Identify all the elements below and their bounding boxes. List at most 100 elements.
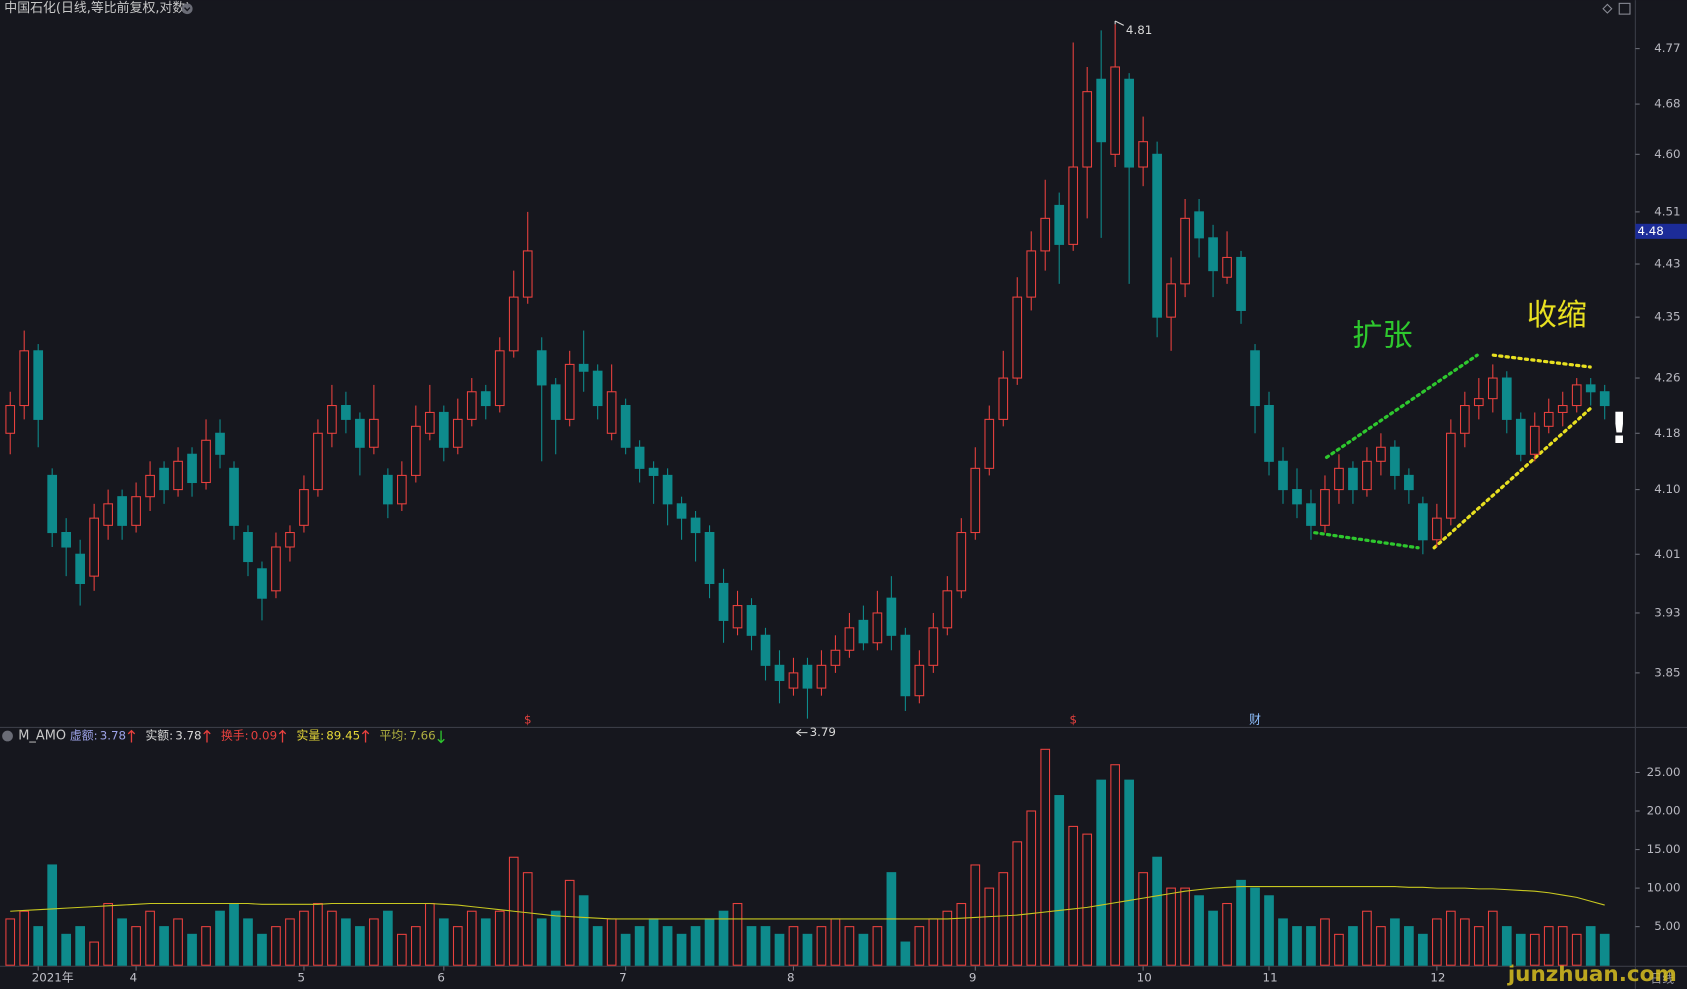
- volume-bar: [480, 918, 491, 966]
- candle-body: [816, 664, 827, 689]
- volume-bar: [383, 910, 393, 966]
- volume-bar: [1040, 748, 1051, 966]
- candle-body: [271, 546, 281, 592]
- legend-value: 3.78: [175, 729, 201, 743]
- tool-icon[interactable]: [1618, 2, 1631, 15]
- candle-body: [313, 432, 323, 491]
- period-label: 日线: [1650, 972, 1674, 986]
- candle-body: [774, 664, 785, 682]
- volume-bar: [1376, 926, 1386, 966]
- candle-body: [676, 503, 687, 519]
- volume-bar: [620, 933, 631, 966]
- candle-body: [61, 532, 72, 548]
- watermark: junzhuan.com: [1507, 962, 1677, 987]
- candle-body: [788, 672, 799, 689]
- volume-bar: [1418, 933, 1428, 966]
- y-tick-label: 4.51: [1654, 204, 1680, 218]
- volume-bar: [187, 933, 197, 966]
- y-tick-label: 4.01: [1654, 547, 1680, 561]
- x-tick-label: 8: [787, 971, 795, 985]
- y-tick-label: 10.00: [1647, 881, 1681, 895]
- volume-bar: [648, 918, 659, 966]
- candle-body: [1012, 296, 1023, 379]
- volume-bar: [271, 926, 281, 966]
- candle-body: [1278, 460, 1288, 491]
- candle-body: [508, 296, 519, 352]
- volume-bar: [145, 910, 155, 966]
- candle-body: [1222, 256, 1232, 278]
- candle-body: [844, 627, 855, 651]
- candle-body: [620, 404, 631, 448]
- candle-body: [970, 467, 981, 534]
- candle-body: [1292, 489, 1302, 505]
- volume-bar: [718, 910, 729, 966]
- candle-body: [1054, 204, 1065, 245]
- event-marker: $: [1069, 712, 1077, 726]
- volume-bar: [1348, 926, 1358, 966]
- candle-body: [355, 418, 365, 448]
- volume-bar: [830, 918, 841, 966]
- high-pointer: [1114, 20, 1125, 26]
- volume-bar: [1404, 926, 1414, 966]
- volume-bar: [201, 926, 211, 966]
- volume-bar: [159, 926, 169, 966]
- candle-body: [858, 619, 869, 644]
- legend-name: 平均:: [380, 729, 408, 743]
- candle-body: [1571, 384, 1582, 407]
- volume-bar: [1138, 872, 1148, 966]
- volume-bar: [131, 926, 141, 966]
- candle-body: [1194, 211, 1204, 239]
- legend-value: 0.09: [251, 729, 277, 743]
- volume-bar: [1250, 887, 1260, 966]
- volume-bar: [494, 910, 505, 966]
- volume-bar: [536, 918, 547, 966]
- volume-bar: [299, 910, 309, 966]
- candle-body: [690, 517, 701, 534]
- x-tick-label: 10: [1137, 971, 1152, 985]
- volume-bar: [1487, 910, 1498, 966]
- volume-bar: [550, 910, 561, 966]
- candle-body: [606, 391, 617, 434]
- shrink-lower: [1432, 405, 1594, 550]
- low-pointer: [795, 728, 808, 737]
- candle-body: [1236, 256, 1246, 311]
- candle-body: [285, 532, 295, 548]
- y-tick-label: 4.43: [1654, 257, 1680, 271]
- volume-bar: [1432, 918, 1442, 966]
- y-tick-label: 4.35: [1654, 310, 1680, 324]
- candle-body: [914, 664, 925, 697]
- candle-body: [494, 350, 505, 407]
- candle-body: [103, 503, 113, 526]
- volume-bar: [816, 926, 827, 966]
- volume-bar: [410, 926, 421, 966]
- candle-body: [1376, 446, 1386, 462]
- x-tick-label: 11: [1263, 971, 1278, 985]
- volume-bar: [774, 933, 785, 966]
- legend-name: 换手:: [221, 729, 249, 743]
- volume-bar: [1124, 779, 1134, 966]
- volume-bar: [900, 941, 911, 966]
- candle-body: [830, 649, 841, 666]
- volume-bar: [522, 872, 533, 966]
- candle-body: [634, 446, 645, 469]
- candle-body: [1432, 517, 1442, 541]
- candle-body: [1082, 91, 1093, 168]
- volume-bar: [215, 910, 225, 966]
- pattern-lines: [1313, 353, 1594, 550]
- volume-bar: [1515, 933, 1526, 966]
- volume-bar: [47, 864, 58, 966]
- candle-body: [984, 418, 995, 469]
- volume-bar: [89, 941, 99, 966]
- volume-bar: [369, 918, 379, 966]
- volume-bar: [285, 918, 295, 966]
- volume-bar: [466, 910, 477, 966]
- volume-bar: [1446, 910, 1456, 966]
- volume-bar: [1180, 887, 1190, 966]
- candle-body: [131, 496, 141, 526]
- indicator-menu-icon[interactable]: [2, 730, 13, 742]
- tool-icon[interactable]: [1602, 3, 1613, 14]
- volume-bar: [1166, 887, 1176, 966]
- volume-bar: [1292, 926, 1302, 966]
- candle-body: [886, 597, 897, 636]
- title-menu-icon[interactable]: [181, 3, 193, 15]
